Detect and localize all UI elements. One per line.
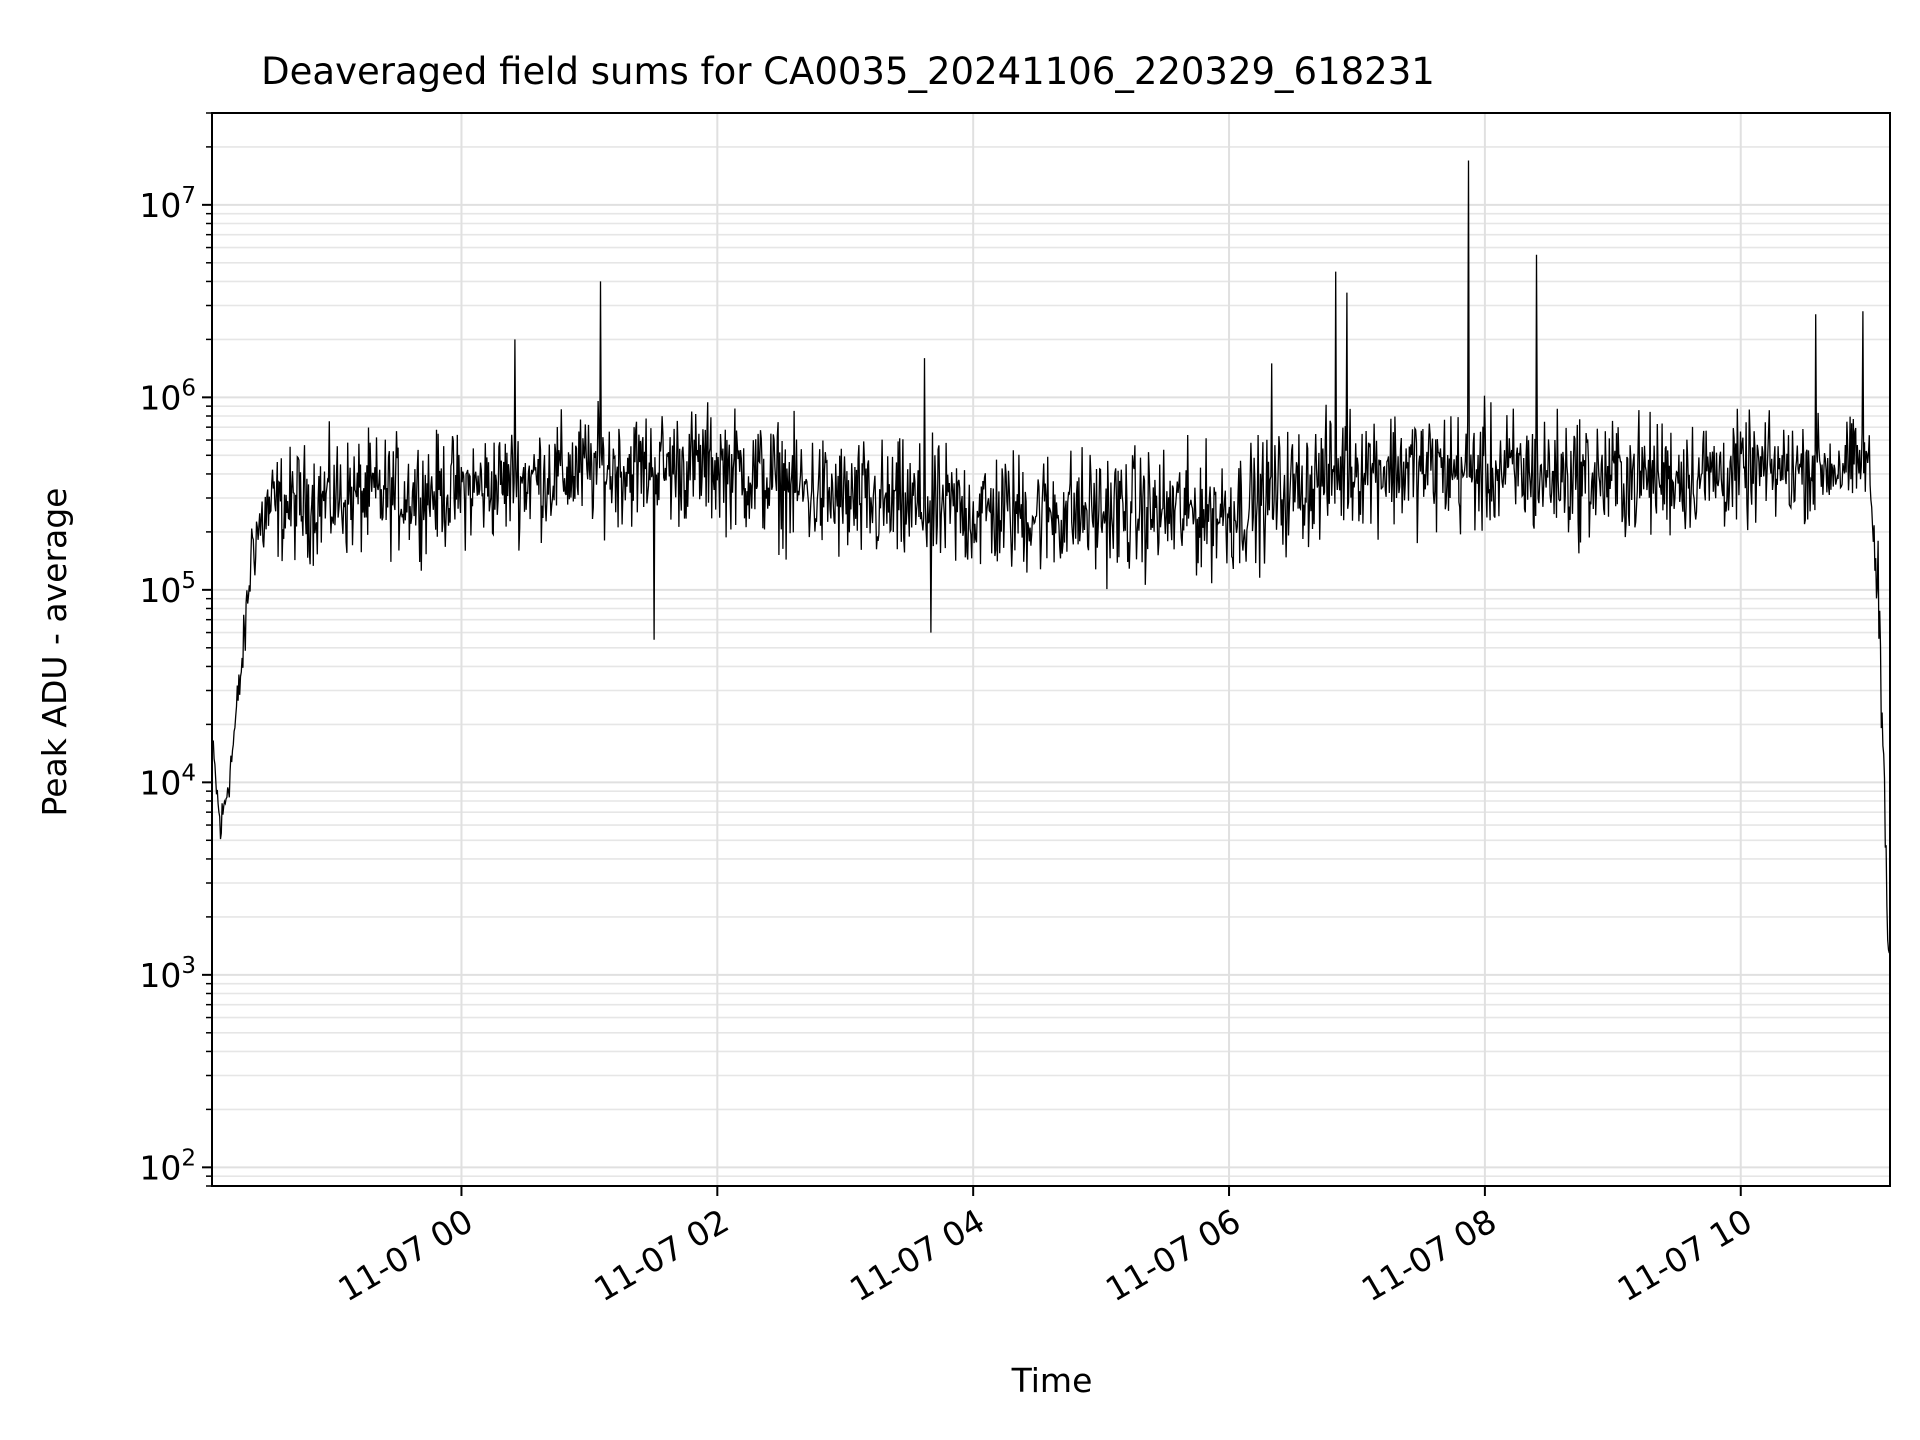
y-tick-label: 104 xyxy=(139,760,196,802)
series-layer xyxy=(211,160,1890,954)
series-line xyxy=(211,160,1890,954)
plot-frame xyxy=(211,112,1891,1187)
y-tick-label: 103 xyxy=(139,953,196,995)
chart-title: Deaveraged field sums for CA0035_2024110… xyxy=(261,50,1435,93)
y-tick-label: 106 xyxy=(139,375,196,417)
y-axis: 102 103 104 105 106 107 xyxy=(139,112,212,1187)
y-tick-label: 102 xyxy=(139,1145,196,1187)
grid-major xyxy=(212,113,1890,1186)
y-tick-label: 107 xyxy=(139,183,196,225)
y-tick-label: 105 xyxy=(139,568,196,610)
x-axis-label: Time xyxy=(1011,1361,1093,1400)
y-axis-label: Peak ADU - average xyxy=(35,488,74,817)
